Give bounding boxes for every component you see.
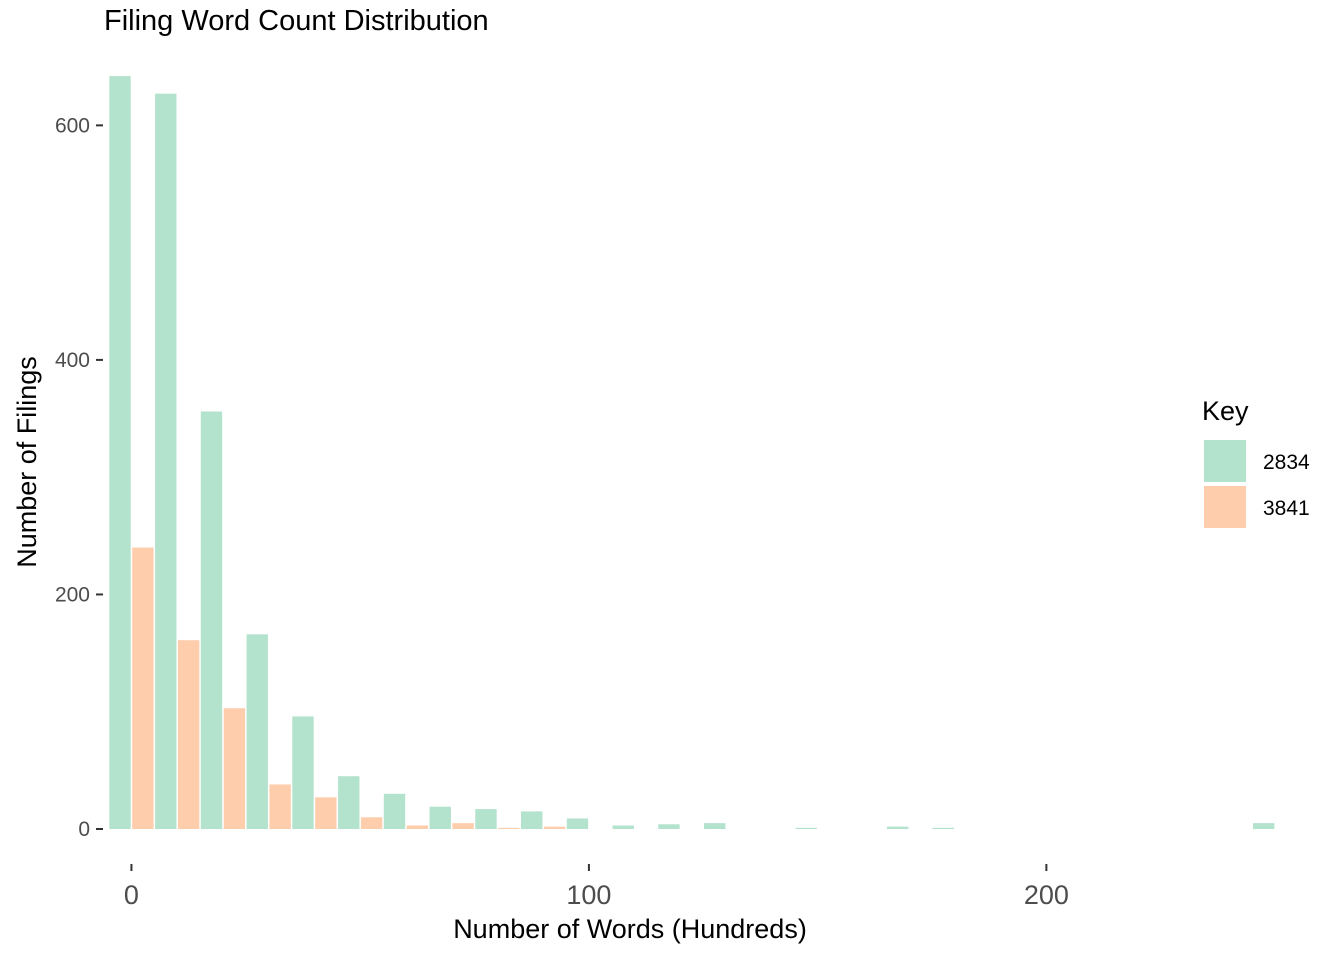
bar-3841-bin-40 <box>315 797 337 829</box>
bars-layer <box>109 76 1275 830</box>
bar-2834-bin-100 <box>566 818 589 829</box>
bar-2834-bin-80 <box>475 809 497 829</box>
legend: Key 2834 3841 <box>1202 396 1310 530</box>
bar-3841-bin-30 <box>269 784 291 829</box>
bar-2834-bin-170 <box>887 826 909 829</box>
legend-label-2834: 2834 <box>1263 451 1310 474</box>
bar-2834-bin-10 <box>155 93 177 829</box>
bar-2834-bin-130 <box>704 823 726 829</box>
y-tick-label: 0 <box>78 818 90 841</box>
x-tick-label: 200 <box>1024 880 1069 910</box>
bar-2834-bin-40 <box>292 716 314 829</box>
bar-2834-bin-90 <box>521 811 543 829</box>
bar-2834-bin-50 <box>338 776 360 829</box>
legend-title: Key <box>1202 396 1249 426</box>
bar-3841-bin-90 <box>543 826 566 829</box>
bar-2834-bin-60 <box>383 793 406 829</box>
x-tick-label: 0 <box>124 880 139 910</box>
y-tick-label: 600 <box>55 114 90 137</box>
x-tick-label: 100 <box>566 880 611 910</box>
x-axis: 0 100 200 <box>124 864 1069 910</box>
bar-2834-bin-180 <box>932 827 955 829</box>
y-tick-label: 200 <box>55 583 90 606</box>
legend-swatch-3841 <box>1202 484 1248 530</box>
bar-2834-bin-70 <box>429 806 451 829</box>
bar-2834-bin-20 <box>200 411 223 829</box>
bar-3841-bin-20 <box>223 708 246 829</box>
bar-3841-bin-60 <box>406 825 429 829</box>
bar-2834-bin-30 <box>246 634 268 829</box>
bar-3841-bin-50 <box>360 817 383 829</box>
bar-3841-bin-10 <box>177 640 200 829</box>
x-axis-title: Number of Words (Hundreds) <box>453 914 807 944</box>
bar-2834-bin-120 <box>658 824 680 829</box>
bar-2834-bin-250 <box>1252 823 1275 829</box>
bar-3841-bin-70 <box>452 823 474 829</box>
bar-2834-bin-0 <box>109 76 131 830</box>
bar-3841-bin-80 <box>498 827 520 829</box>
bar-2834-bin-150 <box>795 827 817 829</box>
y-axis-title: Number of Filings <box>12 356 42 568</box>
legend-swatch-2834 <box>1202 438 1248 484</box>
y-tick-label: 400 <box>55 349 90 372</box>
bar-3841-bin-0 <box>132 547 154 829</box>
y-axis: 0 200 400 600 <box>55 114 103 841</box>
bar-2834-bin-110 <box>612 825 634 829</box>
chart-title: Filing Word Count Distribution <box>104 5 489 37</box>
legend-label-3841: 3841 <box>1263 497 1310 520</box>
